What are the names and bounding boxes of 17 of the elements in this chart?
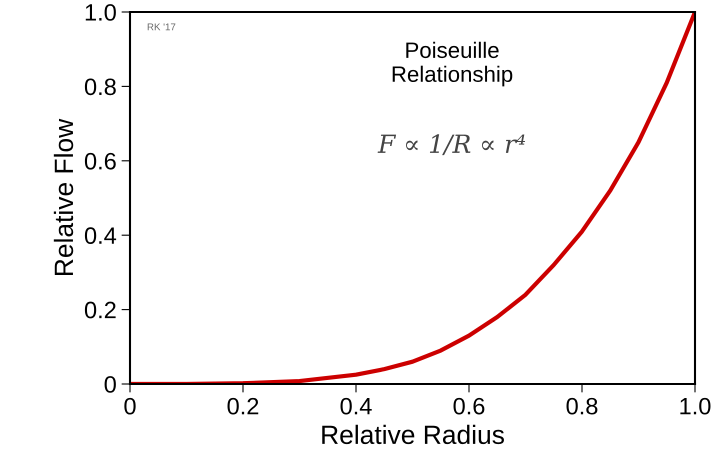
annotation: RK '17 [148, 24, 176, 30]
y-tick-label: 0.2 [84, 302, 116, 318]
y-tick-label: 1.0 [86, 4, 116, 21]
x-tick-label: 0.4 [340, 398, 372, 415]
annotation: F ∝ 1/R ∝ r⁴ [378, 134, 526, 156]
x-tick-label: 0.2 [228, 398, 258, 415]
y-axis-title: Relative Flow [54, 118, 74, 276]
x-tick-label: 1.0 [680, 398, 710, 415]
x-tick-label: 0.8 [566, 398, 598, 415]
x-tick-label: 0.6 [454, 398, 484, 415]
x-tick-label: 0 [124, 398, 136, 415]
y-tick-label: 0.4 [84, 227, 116, 244]
y-tick-label: 0.6 [84, 152, 116, 170]
annotation: Poiseuille Relationship [392, 42, 512, 86]
y-tick-label: 0.8 [84, 78, 116, 96]
x-axis-title: Relative Radius [322, 424, 504, 444]
y-tick-label: 0 [104, 376, 116, 393]
